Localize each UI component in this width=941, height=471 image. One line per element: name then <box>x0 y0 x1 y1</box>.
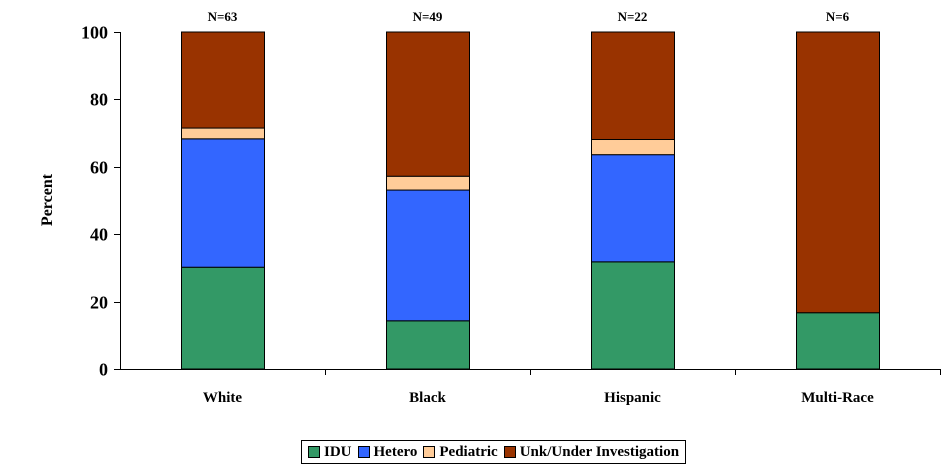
legend-item-hetero: Hetero <box>357 443 418 461</box>
legend-label-hetero: Hetero <box>373 443 418 460</box>
legend-swatch-unk <box>503 446 516 458</box>
bar-segment-hispanic-2 <box>591 154 675 263</box>
legend-label-unk: Unk/Under Investigation <box>519 443 680 460</box>
legend-swatch-pediatric <box>423 446 436 458</box>
x-tick-label-hispanic: Hispanic <box>604 390 661 406</box>
legend-label-idu: IDU <box>324 443 352 460</box>
stacked-bar-chart: Percent White N=63 Black N=49 Hispanic N=22 Mu… <box>39 9 941 406</box>
n-annotation-multi-race: N=6 <box>826 9 850 24</box>
x-tick-label-white: White <box>203 390 243 406</box>
y-tick-label-20: 20 <box>90 293 108 313</box>
n-annotation-black: N=49 <box>413 9 443 24</box>
legend-label-pediatric: Pediatric <box>439 443 498 460</box>
n-annotation-white: N=63 <box>208 9 238 24</box>
bar-segment-hispanic-4 <box>591 31 675 141</box>
bar-segment-multi-race-4 <box>796 31 880 314</box>
legend-swatch-hetero <box>357 446 370 458</box>
bar-segment-white-2 <box>181 138 265 268</box>
bar-segment-black-3 <box>386 175 470 191</box>
legend-item-pediatric: Pediatric <box>423 443 498 461</box>
bar-segment-white-3 <box>181 127 265 140</box>
n-annotation-hispanic: N=22 <box>618 9 648 24</box>
bar-segment-white-1 <box>181 266 265 370</box>
y-tick-label-40: 40 <box>90 225 108 245</box>
bar-segment-white-4 <box>181 31 265 129</box>
bar-segment-multi-race-1 <box>796 312 880 370</box>
bar-segment-black-4 <box>386 31 470 177</box>
bar-segment-hispanic-3 <box>591 139 675 156</box>
bar-segment-hispanic-1 <box>591 261 675 370</box>
y-tick-label-60: 60 <box>90 158 108 178</box>
y-axis-label: Percent <box>39 173 56 226</box>
x-tick-label-black: Black <box>409 390 446 406</box>
legend-item-unk: Unk/Under Investigation <box>503 443 680 461</box>
x-tick-label-multi-race: Multi-Race <box>801 390 874 406</box>
legend-swatch-idu <box>308 446 320 458</box>
legend-item-idu: IDU <box>308 444 352 461</box>
y-tick-label-100: 100 <box>81 23 108 43</box>
y-tick-label-80: 80 <box>90 90 108 110</box>
legend: IDU Hetero Pediatric Unk/Under Investiga… <box>301 440 687 464</box>
bar-segment-black-1 <box>386 320 470 370</box>
bar-segment-black-2 <box>386 189 470 322</box>
y-tick-label-0: 0 <box>99 360 108 380</box>
